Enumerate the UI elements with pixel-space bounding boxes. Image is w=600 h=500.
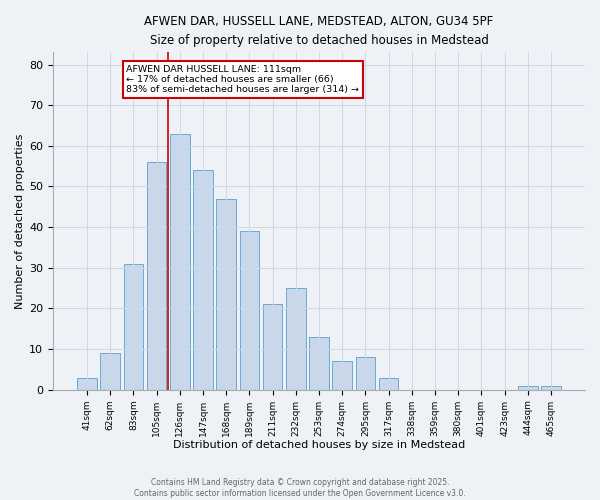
X-axis label: Distribution of detached houses by size in Medstead: Distribution of detached houses by size … bbox=[173, 440, 465, 450]
Bar bbox=[518, 386, 538, 390]
Bar bbox=[263, 304, 283, 390]
Bar bbox=[309, 337, 329, 390]
Bar bbox=[77, 378, 97, 390]
Text: AFWEN DAR HUSSELL LANE: 111sqm
← 17% of detached houses are smaller (66)
83% of : AFWEN DAR HUSSELL LANE: 111sqm ← 17% of … bbox=[127, 64, 359, 94]
Bar bbox=[379, 378, 398, 390]
Title: AFWEN DAR, HUSSELL LANE, MEDSTEAD, ALTON, GU34 5PF
Size of property relative to : AFWEN DAR, HUSSELL LANE, MEDSTEAD, ALTON… bbox=[145, 15, 494, 47]
Bar bbox=[239, 231, 259, 390]
Bar bbox=[170, 134, 190, 390]
Bar bbox=[124, 264, 143, 390]
Bar bbox=[356, 357, 375, 390]
Bar bbox=[217, 198, 236, 390]
Bar bbox=[147, 162, 166, 390]
Y-axis label: Number of detached properties: Number of detached properties bbox=[15, 134, 25, 308]
Text: Contains HM Land Registry data © Crown copyright and database right 2025.
Contai: Contains HM Land Registry data © Crown c… bbox=[134, 478, 466, 498]
Bar bbox=[100, 353, 120, 390]
Bar bbox=[332, 362, 352, 390]
Bar bbox=[286, 288, 305, 390]
Bar bbox=[193, 170, 213, 390]
Bar bbox=[541, 386, 561, 390]
